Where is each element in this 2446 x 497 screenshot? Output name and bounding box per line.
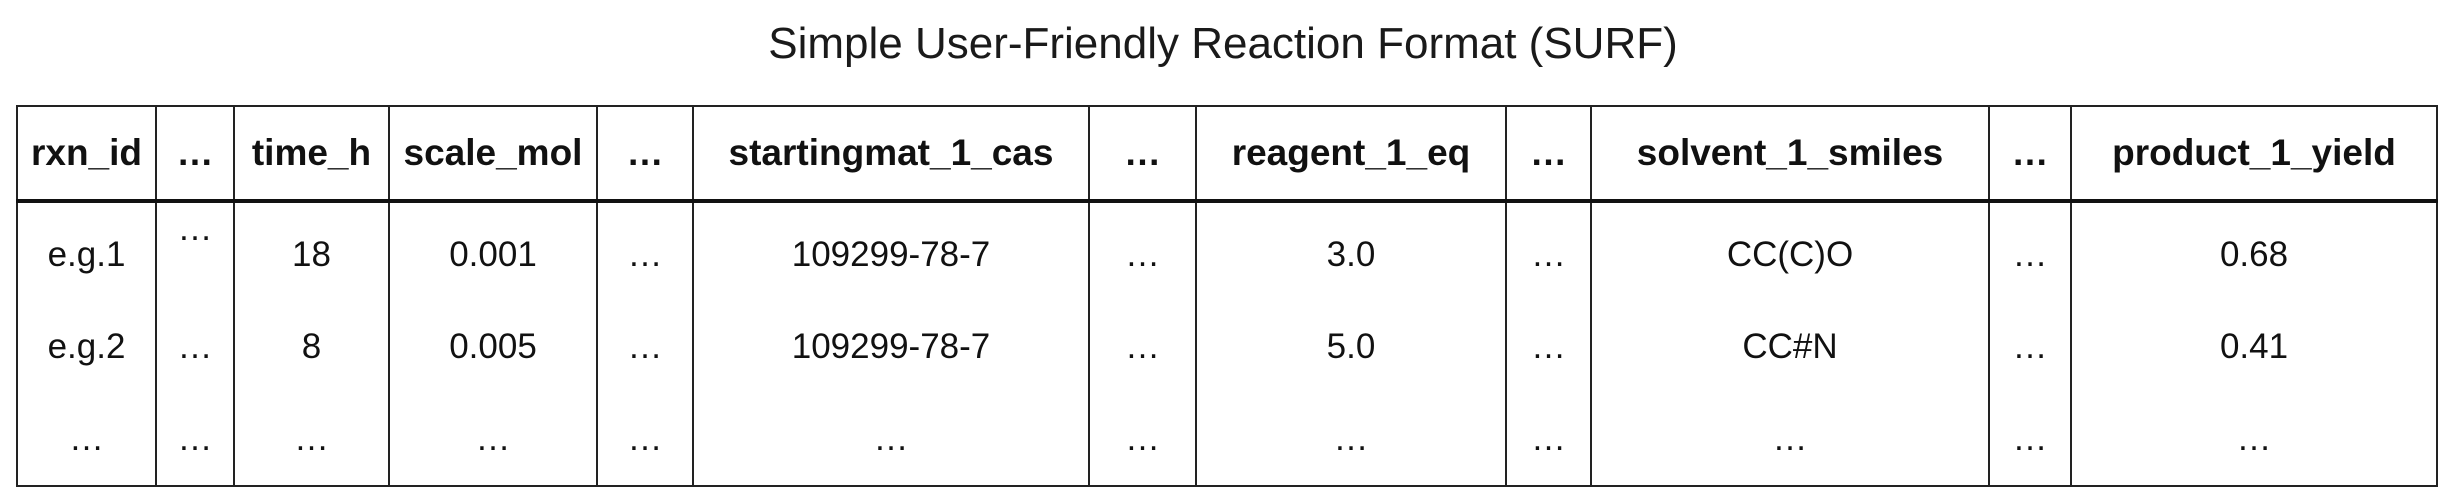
table-cell: 8 [233, 301, 390, 393]
table-cell: … [596, 393, 694, 486]
table-cell: … [1505, 393, 1592, 486]
table-row: e.g.1 … 18 0.001 … 109299-78-7 … 3.0 … C… [16, 201, 2438, 301]
table-cell: 3.0 [1195, 201, 1507, 301]
header-rxn-id: rxn_id [16, 106, 157, 203]
table-row: … … … … … … … … … … … … [16, 393, 2438, 486]
table-cell: … [1195, 393, 1507, 486]
table-cell: CC#N [1590, 301, 1990, 393]
table-cell: … [596, 201, 694, 301]
header-ellipsis: … [596, 106, 694, 203]
table-cell: … [1988, 393, 2072, 486]
table-cell: CC(C)O [1590, 201, 1990, 301]
table-cell: … [16, 393, 157, 486]
table-cell: … [233, 393, 390, 486]
table-cell: 18 [233, 201, 390, 301]
table-cell: … [1988, 301, 2072, 393]
table-row: e.g.2 … 8 0.005 … 109299-78-7 … 5.0 … CC… [16, 301, 2438, 393]
header-scale-mol: scale_mol [388, 106, 598, 203]
table-cell: … [155, 201, 235, 301]
table-cell: … [155, 301, 235, 393]
table-cell: … [388, 393, 598, 486]
table-cell: e.g.2 [16, 301, 157, 393]
surf-table: rxn_id … time_h scale_mol … startingmat_… [16, 105, 2438, 487]
table-cell: … [2070, 393, 2438, 486]
header-solvent-1-smiles: solvent_1_smiles [1590, 106, 1990, 203]
table-cell: … [1988, 201, 2072, 301]
table-cell: … [1505, 201, 1592, 301]
header-ellipsis: … [1088, 106, 1197, 203]
header-ellipsis: … [1988, 106, 2072, 203]
table-cell: 0.68 [2070, 201, 2438, 301]
table-cell: … [1590, 393, 1990, 486]
table-cell: e.g.1 [16, 201, 157, 301]
header-product-1-yield: product_1_yield [2070, 106, 2438, 203]
table-cell: … [1088, 201, 1197, 301]
header-time-h: time_h [233, 106, 390, 203]
table-cell: … [1088, 393, 1197, 486]
table-title: Simple User-Friendly Reaction Format (SU… [768, 19, 1678, 68]
table-cell: 0.001 [388, 201, 598, 301]
table-cell: 109299-78-7 [692, 201, 1090, 301]
table-cell: … [1088, 301, 1197, 393]
table-cell: 0.41 [2070, 301, 2438, 393]
table-cell: 109299-78-7 [692, 301, 1090, 393]
header-ellipsis: … [155, 106, 235, 203]
header-row: rxn_id … time_h scale_mol … startingmat_… [16, 106, 2438, 203]
header-startingmat-1-cas: startingmat_1_cas [692, 106, 1090, 203]
table-cell: … [596, 301, 694, 393]
header-ellipsis: … [1505, 106, 1592, 203]
table-cell: 5.0 [1195, 301, 1507, 393]
table-cell: … [155, 393, 235, 486]
table-cell: … [1505, 301, 1592, 393]
table-cell: 0.005 [388, 301, 598, 393]
header-reagent-1-eq: reagent_1_eq [1195, 106, 1507, 203]
table-cell: … [692, 393, 1090, 486]
